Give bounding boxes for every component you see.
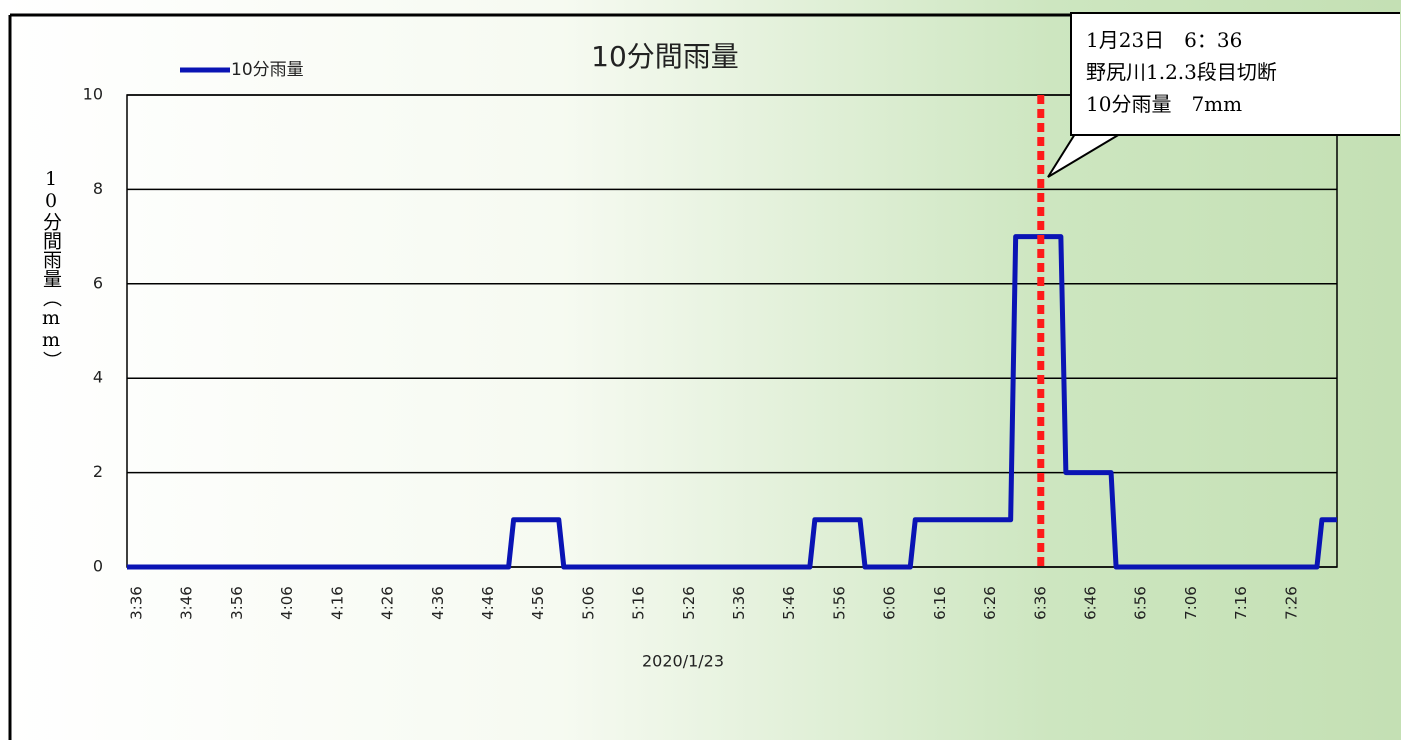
x-tick-label: 5:26 [680,586,698,620]
x-tick-label: 4:16 [328,586,346,620]
x-tick-label: 4:56 [529,586,547,620]
x-axis-label: 2020/1/23 [642,652,724,671]
callout-line: 10分雨量 7mm [1086,92,1243,116]
x-tick-label: 4:26 [379,586,397,620]
x-tick-label: 3:36 [128,586,146,620]
y-tick-label: 10 [83,85,103,104]
x-tick-label: 3:56 [228,586,246,620]
x-tick-label: 6:06 [881,586,899,620]
x-tick-label: 6:56 [1132,586,1150,620]
y-tick-label: 6 [93,273,103,292]
callout-line: 野尻川1.2.3段目切断 [1086,60,1277,84]
x-tick-label: 5:56 [830,586,848,620]
callout-tail [1047,133,1124,178]
x-tick-label: 4:36 [429,586,447,620]
x-tick-label: 7:16 [1232,586,1250,620]
y-axis-label: 10分間雨量（mm） [40,168,62,370]
x-tick-label: 5:06 [579,586,597,620]
callout: 1月23日 6：36 野尻川1.2.3段目切断 10分雨量 7mm [1070,12,1400,136]
x-tick-label: 7:06 [1182,586,1200,620]
x-tick-label: 4:46 [479,586,497,620]
y-tick-label: 0 [93,557,103,576]
x-tick-label: 4:06 [278,586,296,620]
y-tick-label: 8 [93,179,103,198]
x-tick-label: 6:26 [981,586,999,620]
callout-line: 1月23日 6：36 [1086,28,1243,52]
plot-frame [126,94,1338,568]
plot: 0 2 4 6 8 10 3:36 3:46 3:56 4:06 4:16 4:26 4:36 4:46 4… [83,60,1338,620]
x-tick-label: 5:16 [630,586,648,620]
legend-label: 10分雨量 [231,60,304,80]
chart-title: 10分間雨量 [591,40,739,73]
line [127,234,1337,570]
x-tick-label: 3:46 [178,586,196,620]
x-tick-label: 5:36 [730,586,748,620]
y-tick-label: 2 [93,462,103,481]
x-tick-label: 7:26 [1282,586,1300,620]
x-tick-label: 6:16 [931,586,949,620]
x-tick-label: 6:36 [1031,586,1049,620]
x-tick-label: 6:46 [1081,586,1099,620]
x-tick-label: 5:46 [780,586,798,620]
y-tick-label: 4 [93,368,103,387]
